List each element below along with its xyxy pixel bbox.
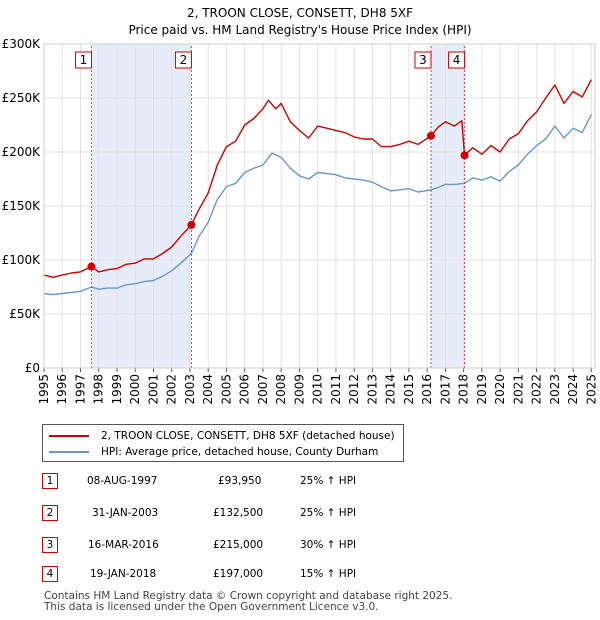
x-tick-label: 2016 xyxy=(420,374,434,405)
transaction-hpi: 25% ↑ HPI xyxy=(300,475,357,487)
x-tick-label: 1996 xyxy=(55,374,69,405)
x-tick-label: 1999 xyxy=(110,374,124,405)
chart-title: 2, TROON CLOSE, CONSETT, DH8 5XF xyxy=(187,6,413,20)
y-tick-label: £50K xyxy=(9,307,41,321)
x-tick-label: 2018 xyxy=(457,374,471,405)
sale-marker-label: 4 xyxy=(453,53,461,67)
x-tick-label: 2004 xyxy=(201,374,215,405)
x-tick-label: 2022 xyxy=(530,374,544,405)
y-tick-label: £0 xyxy=(25,361,40,375)
x-tick-label: 2013 xyxy=(365,374,379,405)
transaction-date: 16-MAR-2016 xyxy=(88,539,159,551)
transaction-number: 1 xyxy=(42,473,58,489)
hpi-series-line xyxy=(43,113,593,296)
x-tick-label: 2005 xyxy=(219,374,233,405)
legend-item-property: 2, TROON CLOSE, CONSETT, DH8 5XF (detach… xyxy=(49,428,395,444)
x-tick-label: 2023 xyxy=(548,374,562,405)
x-tick-label: 1995 xyxy=(37,374,51,405)
transaction-number: 3 xyxy=(42,537,58,553)
x-tick-label: 2010 xyxy=(311,374,325,405)
transaction-price: £132,500 xyxy=(213,507,264,519)
sale-marker-label: 3 xyxy=(419,53,427,67)
chart-subtitle: Price paid vs. HM Land Registry's House … xyxy=(128,23,471,37)
x-tick-label: 2000 xyxy=(128,374,142,405)
sale-marker-box xyxy=(74,51,92,69)
chart-legend: 2, TROON CLOSE, CONSETT, DH8 5XF (detach… xyxy=(42,424,404,462)
x-tick-label: 2008 xyxy=(274,374,288,405)
footer-copyright: Contains HM Land Registry data © Crown c… xyxy=(44,590,453,602)
x-tick-label: 2015 xyxy=(402,374,416,405)
x-tick-label: 2002 xyxy=(165,374,179,405)
y-tick-label: £100K xyxy=(2,253,42,267)
transaction-price: £215,000 xyxy=(213,539,264,551)
x-tick-label: 2021 xyxy=(511,374,525,405)
x-tick-label: 2019 xyxy=(475,374,489,405)
x-tick-label: 2020 xyxy=(493,374,507,405)
transaction-price: £197,000 xyxy=(213,568,264,580)
sale-point xyxy=(187,220,196,229)
x-tick-label: 2012 xyxy=(347,374,361,405)
y-tick-label: £200K xyxy=(2,145,42,159)
sale-marker-box xyxy=(414,51,432,69)
x-tick-label: 2011 xyxy=(329,374,343,405)
y-tick-label: £300K xyxy=(2,37,42,51)
property-series-line xyxy=(43,79,593,278)
x-tick-label: 2001 xyxy=(146,374,160,405)
x-tick-label: 2009 xyxy=(292,374,306,405)
x-tick-label: 1998 xyxy=(92,374,106,405)
transaction-number: 2 xyxy=(42,505,58,521)
sale-marker-label: 2 xyxy=(180,53,188,67)
transaction-number: 4 xyxy=(42,566,58,582)
sale-point xyxy=(87,262,96,271)
transaction-hpi: 15% ↑ HPI xyxy=(300,568,357,580)
x-tick-label: 2017 xyxy=(438,374,452,405)
legend-label-hpi: HPI: Average price, detached house, Coun… xyxy=(101,446,379,458)
legend-label-property: 2, TROON CLOSE, CONSETT, DH8 5XF (detach… xyxy=(101,430,395,442)
y-tick-label: £250K xyxy=(2,91,42,105)
sale-marker-box xyxy=(448,51,466,69)
transaction-price: £93,950 xyxy=(218,475,262,487)
x-tick-label: 1997 xyxy=(73,374,87,405)
legend-swatch-blue xyxy=(49,451,89,453)
legend-item-hpi: HPI: Average price, detached house, Coun… xyxy=(49,444,378,460)
sale-marker-box xyxy=(174,51,192,69)
x-tick-label: 2007 xyxy=(256,374,270,405)
x-tick-label: 2006 xyxy=(238,374,252,405)
x-tick-label: 2024 xyxy=(566,374,580,405)
transaction-hpi: 25% ↑ HPI xyxy=(300,507,357,519)
transaction-hpi: 30% ↑ HPI xyxy=(300,539,357,551)
transaction-date: 31-JAN-2003 xyxy=(92,507,159,519)
x-tick-label: 2014 xyxy=(384,374,398,405)
x-tick-label: 2025 xyxy=(584,374,598,405)
price-chart: 2, TROON CLOSE, CONSETT, DH8 5XF Price p… xyxy=(2,6,599,405)
x-tick-label: 2003 xyxy=(183,374,197,405)
plot-frame xyxy=(43,43,596,369)
legend-swatch-red xyxy=(49,435,89,437)
footer-licence: This data is licensed under the Open Gov… xyxy=(44,601,379,613)
sale-point xyxy=(460,151,469,160)
sale-point xyxy=(426,131,435,140)
transaction-date: 19-JAN-2018 xyxy=(90,568,157,580)
transaction-date: 08-AUG-1997 xyxy=(87,475,158,487)
sale-marker-label: 1 xyxy=(80,53,88,67)
y-tick-label: £150K xyxy=(2,199,42,213)
